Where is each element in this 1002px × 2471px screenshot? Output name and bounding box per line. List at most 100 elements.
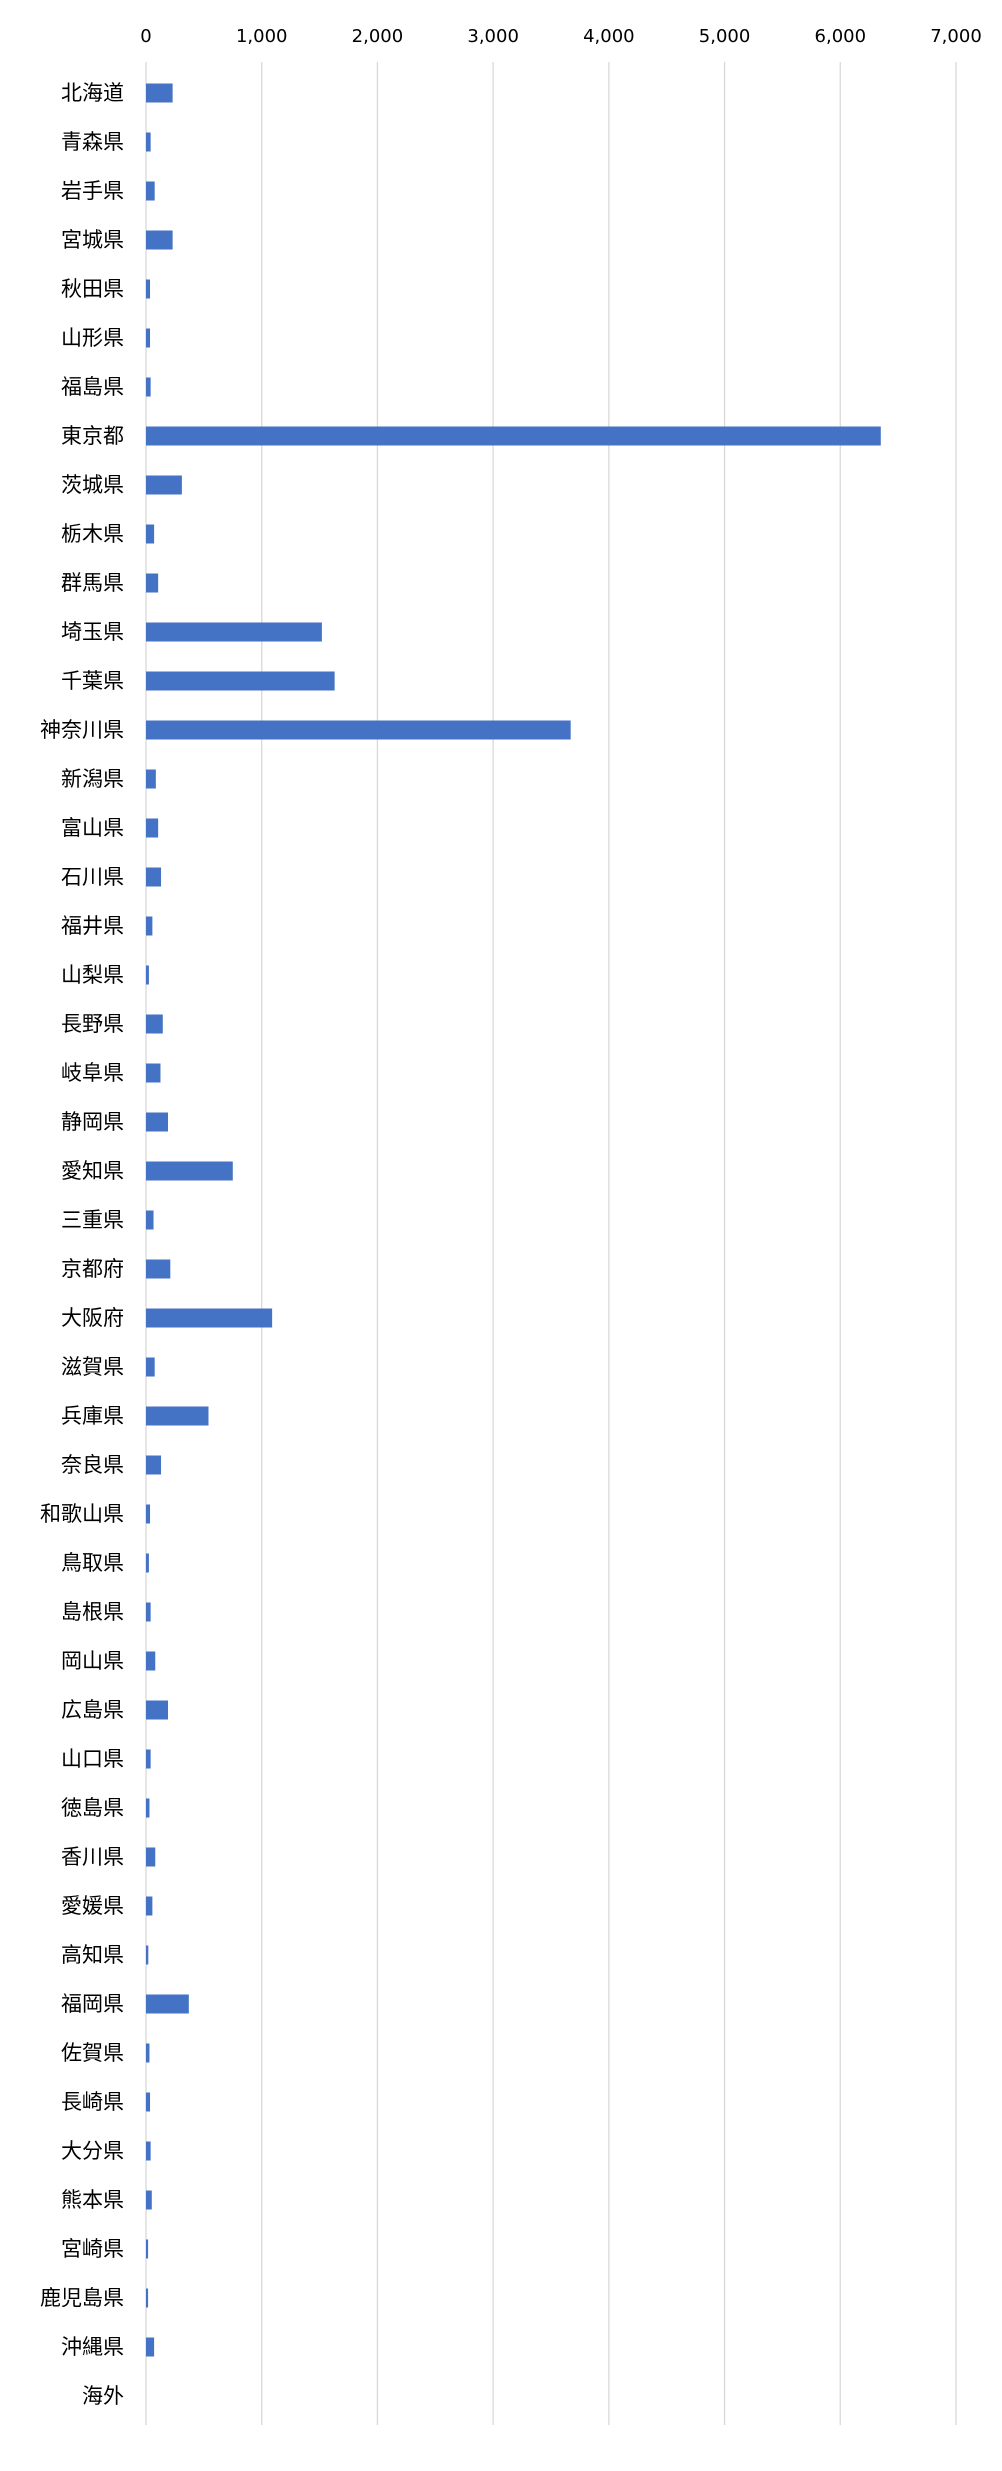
category-label: 滋賀県: [61, 1355, 124, 1379]
bar: [146, 622, 322, 642]
category-label: 群馬県: [61, 571, 124, 595]
x-tick-label: 2,000: [352, 26, 404, 47]
x-tick-label: 5,000: [699, 26, 751, 47]
category-label: 大阪府: [61, 1306, 124, 1330]
category-label: 福岡県: [61, 1992, 124, 2016]
category-label: 佐賀県: [61, 2041, 124, 2065]
category-label: 富山県: [61, 816, 124, 840]
category-label: 埼玉県: [61, 620, 124, 644]
bar: [146, 720, 571, 740]
bar: [146, 1161, 233, 1181]
category-label: 山口県: [61, 1747, 124, 1771]
bar: [146, 2239, 149, 2259]
category-label: 愛媛県: [61, 1894, 124, 1918]
category-label: 福井県: [61, 914, 124, 938]
bar: [146, 1847, 156, 1867]
category-label: 静岡県: [61, 1110, 124, 1134]
bar: [146, 230, 173, 250]
bar: [146, 475, 182, 495]
bar: [146, 1014, 163, 1034]
category-label: 熊本県: [61, 2188, 124, 2212]
category-label: 和歌山県: [40, 1502, 124, 1526]
category-label: 栃木県: [61, 522, 124, 546]
category-label: 千葉県: [61, 669, 124, 693]
bar: [146, 1651, 156, 1671]
bar: [146, 1896, 153, 1916]
category-label: 鹿児島県: [40, 2286, 124, 2310]
bar: [146, 867, 162, 887]
bar: [146, 1210, 154, 1230]
x-tick-label: 3,000: [467, 26, 519, 47]
x-tick-label: 4,000: [583, 26, 635, 47]
bar: [146, 573, 159, 593]
bar: [146, 1259, 171, 1279]
bar: [146, 1602, 151, 1622]
bar: [146, 916, 153, 936]
gridlines: [145, 62, 957, 2425]
category-label: 長崎県: [61, 2090, 124, 2114]
bar: [146, 1945, 149, 1965]
bar: [146, 2337, 155, 2357]
category-label: 香川県: [61, 1845, 124, 1869]
category-label: 東京都: [61, 424, 124, 448]
bar: [146, 181, 155, 201]
category-label: 高知県: [61, 1943, 124, 1967]
bar: [146, 132, 151, 152]
bar: [146, 965, 149, 985]
category-label: 長野県: [61, 1012, 124, 1036]
x-tick-label: 1,000: [236, 26, 288, 47]
x-tick-label: 7,000: [930, 26, 982, 47]
category-label: 大分県: [61, 2139, 124, 2163]
bar: [146, 328, 151, 348]
bar: [146, 1798, 150, 1818]
category-label: 岡山県: [61, 1649, 124, 1673]
category-label: 京都府: [61, 1257, 124, 1281]
x-tick-label: 0: [140, 26, 151, 47]
category-label: 神奈川県: [40, 718, 124, 742]
bar: [146, 1749, 151, 1769]
category-label: 沖縄県: [61, 2335, 124, 2359]
bar: [146, 1357, 155, 1377]
bar: [146, 1063, 161, 1083]
bar: [146, 1455, 162, 1475]
bar: [146, 769, 156, 789]
bar: [146, 2043, 150, 2063]
category-label: 秋田県: [61, 277, 124, 301]
category-label: 島根県: [61, 1600, 124, 1624]
category-label: 福島県: [61, 375, 124, 399]
bar: [146, 2141, 151, 2161]
x-tick-label: 6,000: [815, 26, 867, 47]
category-label: 三重県: [61, 1208, 124, 1232]
category-label: 兵庫県: [61, 1404, 124, 1428]
category-label: 愛知県: [61, 1159, 124, 1183]
x-axis-ticks: 0 1,000 2,000 3,000 4,000 5,000 6,000 7,000: [140, 26, 981, 47]
category-label: 山形県: [61, 326, 124, 350]
category-label: 茨城県: [61, 473, 124, 497]
category-label: 青森県: [61, 130, 124, 154]
category-label: 石川県: [61, 865, 124, 889]
bar: [146, 671, 335, 691]
bar: [146, 1994, 189, 2014]
bar: [146, 83, 173, 103]
category-labels: 北海道青森県岩手県宮城県秋田県山形県福島県東京都茨城県栃木県群馬県埼玉県千葉県神…: [40, 81, 124, 2408]
bar: [146, 818, 159, 838]
category-label: 広島県: [61, 1698, 124, 1722]
category-label: 山梨県: [61, 963, 124, 987]
bar: [146, 1406, 209, 1426]
category-label: 徳島県: [61, 1796, 124, 1820]
category-label: 北海道: [61, 81, 124, 105]
category-label: 岩手県: [61, 179, 124, 203]
bar: [146, 1308, 273, 1328]
category-label: 岐阜県: [61, 1061, 124, 1085]
bar: [146, 426, 881, 446]
category-label: 鳥取県: [61, 1551, 124, 1575]
bar: [146, 1700, 168, 1720]
bar: [146, 2092, 151, 2112]
bar: [146, 2190, 152, 2210]
category-label: 新潟県: [61, 767, 124, 791]
bar: [146, 524, 155, 544]
bar: [146, 1553, 149, 1573]
category-label: 海外: [82, 2384, 124, 2408]
